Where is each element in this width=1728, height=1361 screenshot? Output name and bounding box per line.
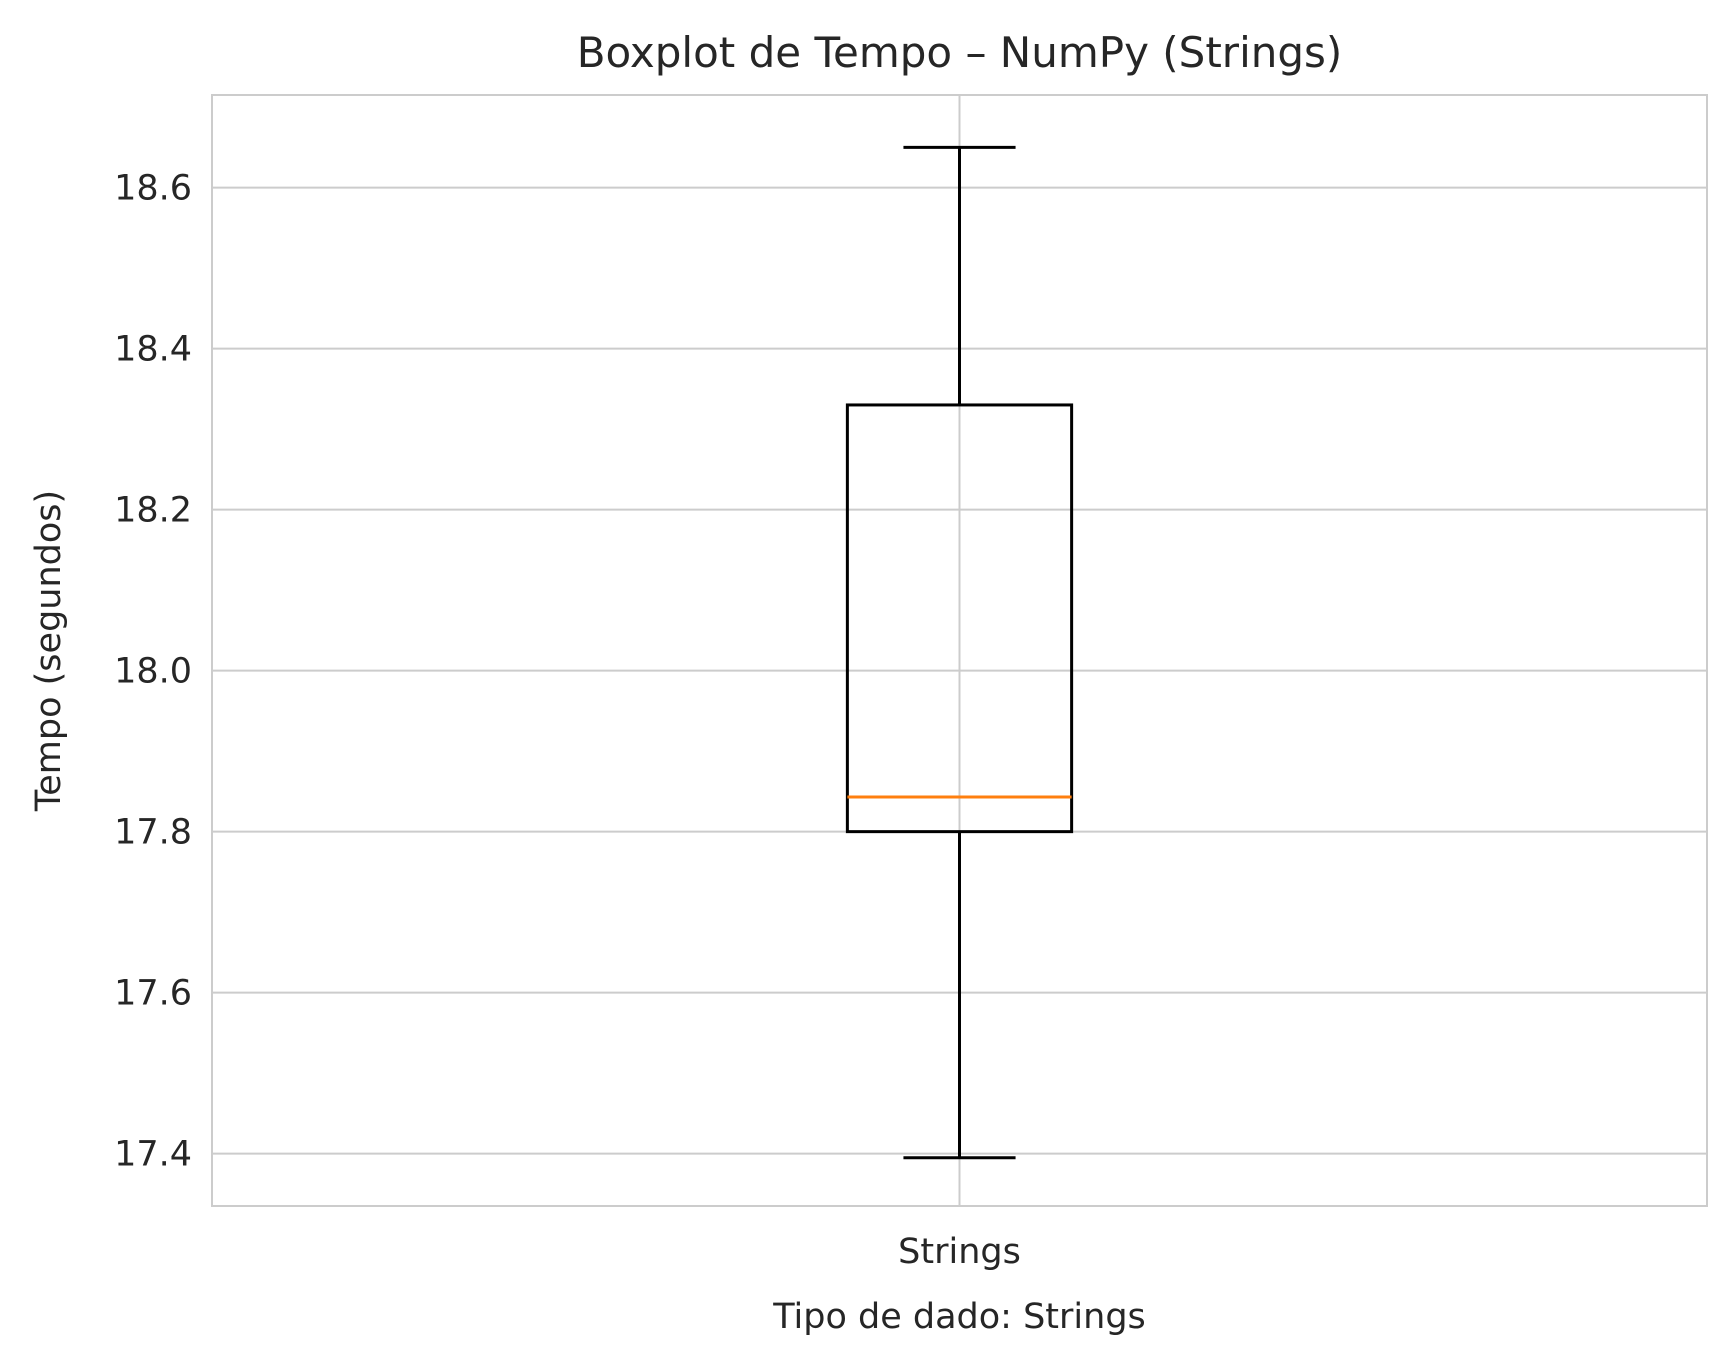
boxes — [845, 145, 1074, 1160]
y-tick-label: 18.0 — [114, 652, 192, 692]
y-tick-label: 18.6 — [114, 169, 192, 209]
plot-frame — [211, 94, 1708, 1207]
y-tick-label: 18.4 — [114, 330, 192, 370]
y-axis-label: Tempo (segundos) — [29, 490, 69, 812]
y-tick-label: 17.4 — [114, 1135, 192, 1175]
x-tick-labels: Strings — [898, 1232, 1021, 1272]
y-tick-label: 17.6 — [114, 974, 192, 1014]
y-tick-label: 18.2 — [114, 491, 192, 531]
y-tick-labels: 17.4 17.6 17.8 18.0 18.2 18.4 18.6 — [114, 169, 192, 1175]
x-tick-label: Strings — [898, 1232, 1021, 1272]
chart-title: Boxplot de Tempo – NumPy (Strings) — [577, 28, 1343, 77]
box-iqr — [845, 403, 1074, 834]
y-tick-label: 17.8 — [114, 813, 192, 853]
x-axis-label: Tipo de dado: Strings — [772, 1297, 1146, 1337]
